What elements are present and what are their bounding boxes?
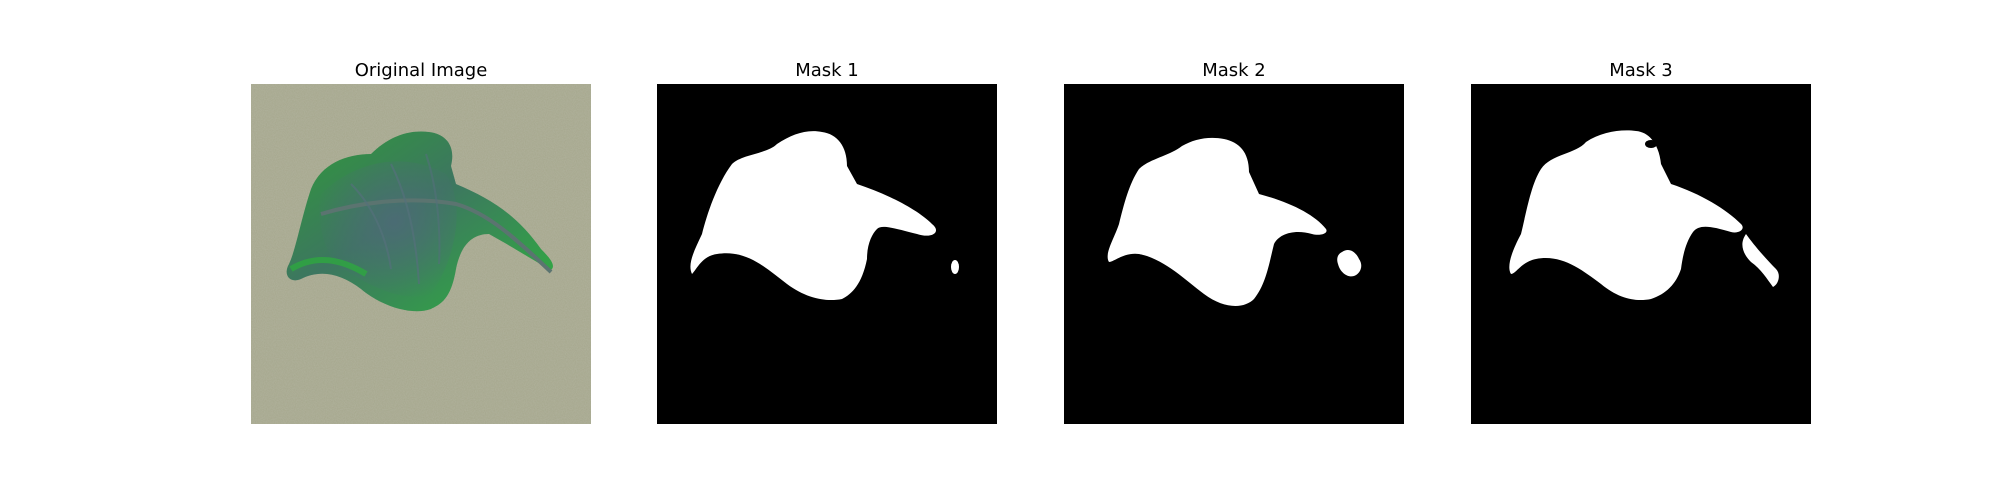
panel-title: Mask 1 (795, 60, 859, 81)
panel-title: Mask 2 (1202, 60, 1266, 81)
panel-original-image: Original Image (251, 58, 591, 424)
mask-2-image (1064, 84, 1404, 424)
mask-3-image (1471, 84, 1811, 424)
panel-title: Original Image (354, 60, 488, 81)
panel-mask-1: Mask 1 (657, 58, 997, 424)
panel-mask-3: Mask 3 (1471, 58, 1811, 424)
mask-1-image (657, 84, 997, 424)
panel-mask-2: Mask 2 (1064, 58, 1404, 424)
panel-title: Mask 3 (1609, 60, 1673, 81)
original-leaf-image (251, 84, 591, 424)
